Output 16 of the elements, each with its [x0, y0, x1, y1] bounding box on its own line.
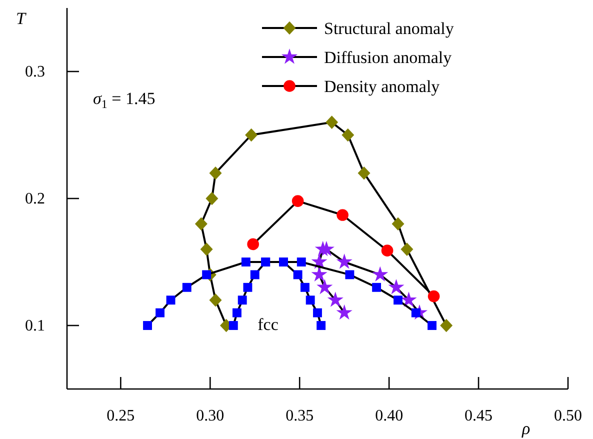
y-tick-label: 0.2 [25, 190, 45, 208]
x-tick-label: 0.35 [286, 407, 314, 424]
y-tick-label: 0.3 [25, 64, 45, 81]
legend-label: Structural anomaly [324, 19, 454, 38]
legend-label: Density anomaly [324, 77, 440, 96]
annotation: fcc [258, 315, 279, 334]
legend-label: Diffusion anomaly [324, 48, 452, 67]
annotation: σ$_{1}$ = 1.45 [93, 89, 156, 111]
x-tick-label: 0.25 [106, 407, 135, 424]
x-tick-label: 0.40 [375, 407, 404, 424]
x-tick-label: 0.30 [196, 407, 224, 424]
y-axis-title: T [16, 9, 27, 28]
x-axis-title: ρ [521, 419, 530, 438]
y-tick-label: 0.1 [25, 318, 45, 335]
x-tick-label: 0.45 [464, 407, 493, 424]
x-tick-label: 0.50 [554, 407, 582, 424]
